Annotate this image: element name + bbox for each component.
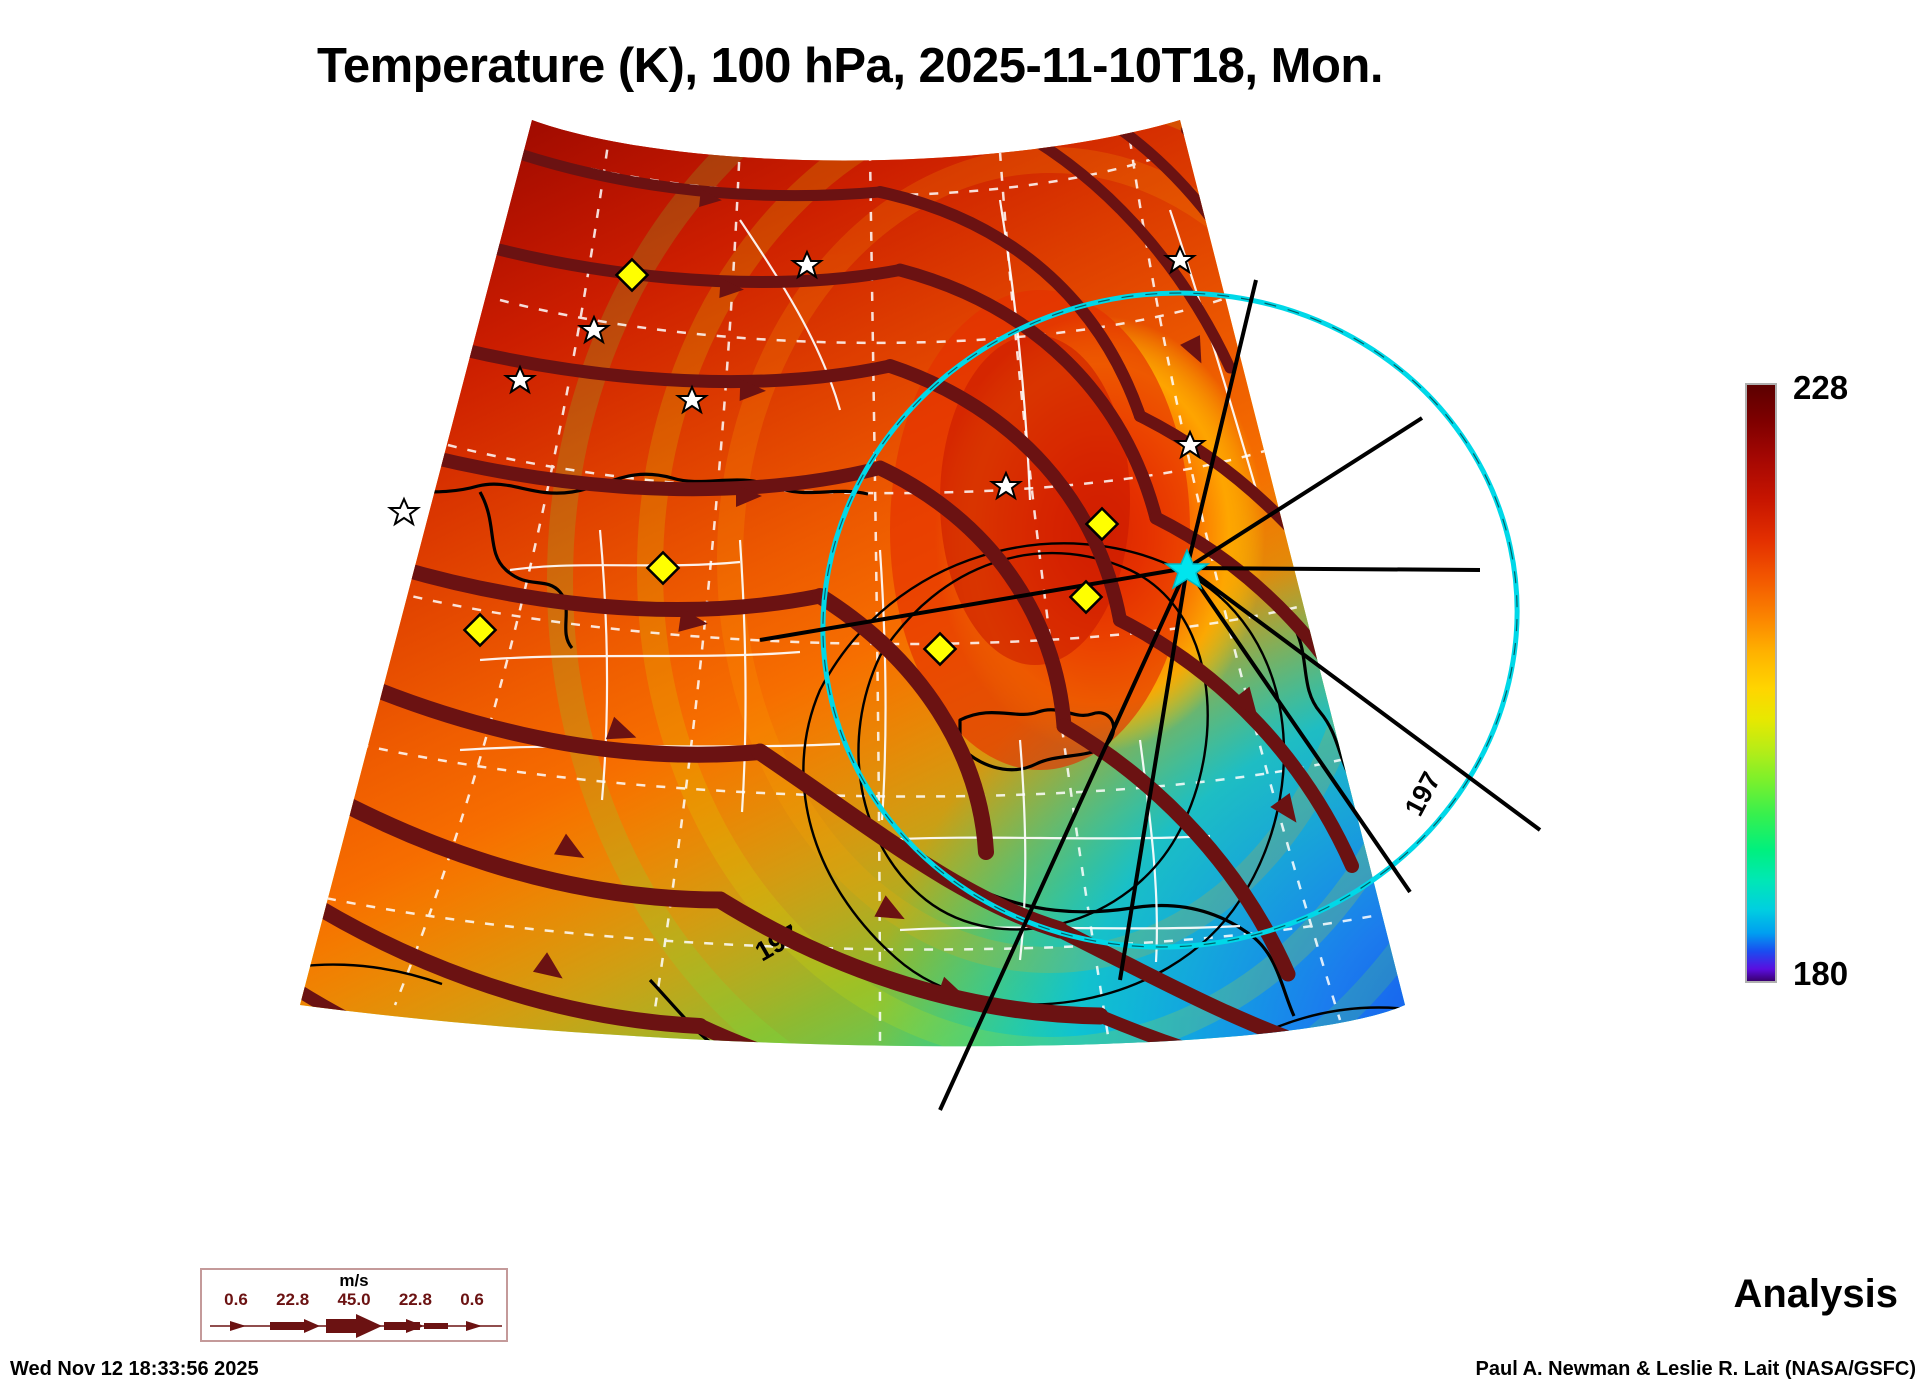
wind-legend-tick-labels: 0.6 22.8 45.0 22.8 0.6 [202, 1290, 506, 1310]
author-credit: Paul A. Newman & Leslie R. Lait (NASA/GS… [1475, 1358, 1916, 1380]
station-star [503, 364, 537, 395]
station-markers-diamond[interactable] [462, 257, 1120, 667]
radial-sector-lines [759, 279, 1542, 1111]
colorbar[interactable]: 228 180 [1745, 369, 1848, 992]
flight-track-circle [820, 290, 1520, 950]
wind-legend-arrow-scale [210, 1314, 502, 1338]
wind-legend-units-label: m/s [339, 1271, 369, 1290]
station-diamond [1068, 579, 1104, 615]
station-diamond [614, 257, 650, 293]
streamline-arrowheads [329, 189, 1297, 1000]
wind-tick-2: 45.0 [337, 1290, 371, 1309]
vortex-center-marker[interactable] [1163, 548, 1211, 590]
page-title: Temperature (K), 100 hPa, 2025-11-10T18,… [317, 39, 1383, 93]
station-diamond [462, 612, 498, 648]
wind-tick-3: 22.8 [398, 1290, 432, 1309]
colorbar-gradient [1745, 383, 1777, 983]
map-panel[interactable]: 197 197 [180, 100, 1680, 1260]
temperature-contours [300, 542, 1405, 1047]
wind-tick-0: 0.6 [224, 1290, 248, 1309]
station-star [675, 384, 709, 415]
map-plot[interactable]: 197 197 [180, 100, 1680, 1260]
wind-tick-4: 0.6 [460, 1290, 484, 1309]
station-star [387, 496, 421, 527]
station-star [577, 314, 611, 345]
station-star [1163, 244, 1197, 275]
contour-label-197-a: 197 [1399, 767, 1447, 821]
station-star [790, 249, 824, 280]
colorbar-max-label: 228 [1793, 369, 1849, 406]
colorbar-min-label: 180 [1793, 955, 1849, 992]
station-star [1173, 429, 1207, 460]
station-diamond [922, 631, 958, 667]
station-diamond [1084, 506, 1120, 542]
station-diamond [645, 550, 681, 586]
wind-tick-1: 22.8 [276, 1290, 310, 1309]
generation-timestamp: Wed Nov 12 18:33:56 2025 [10, 1358, 259, 1380]
wind-speed-legend: m/s 0.6 22.8 45.0 22.8 0.6 [200, 1268, 508, 1342]
station-markers-star[interactable] [387, 244, 1207, 527]
analysis-label: Analysis [1733, 1272, 1898, 1316]
station-star [989, 470, 1023, 501]
